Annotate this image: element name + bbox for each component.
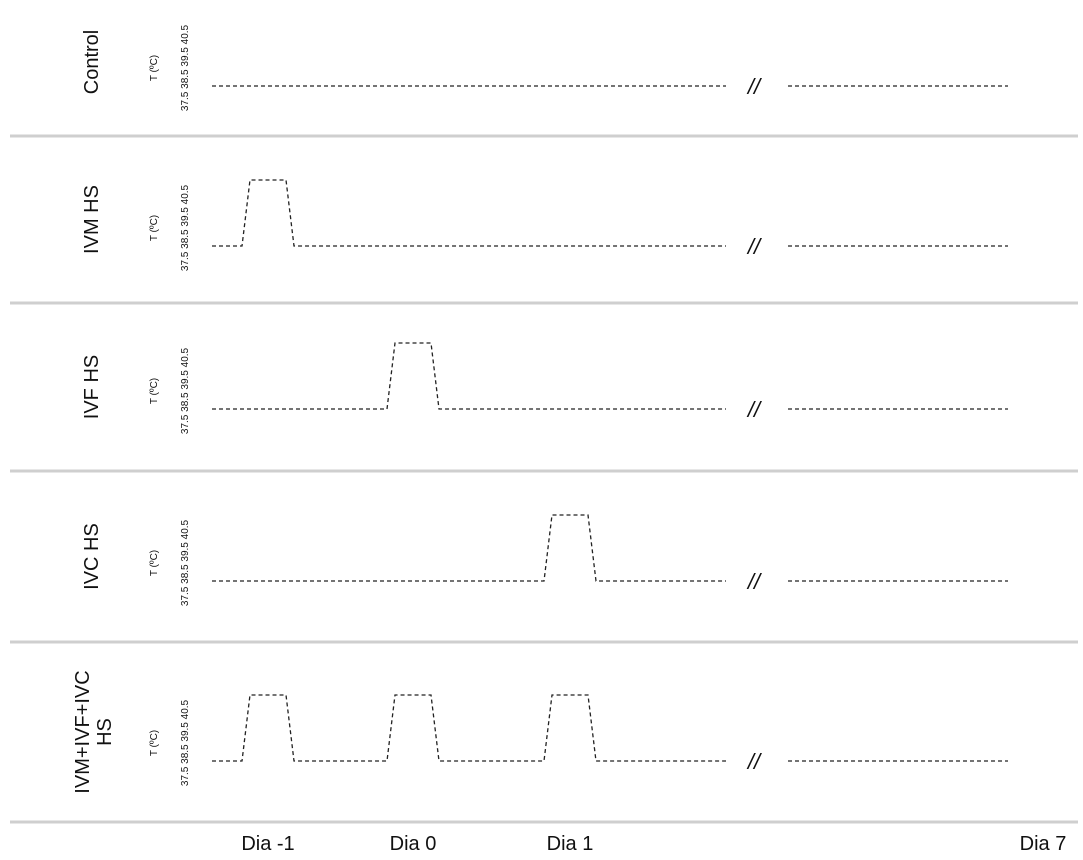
axis-break-symbol: // [746,74,762,99]
day-label: Dia 0 [390,833,437,855]
axis-ticks: 37.5 38.5 39.5 40.5 [180,347,191,434]
axis-break-symbol: // [746,397,762,422]
panel-label: IVF HS [81,355,103,419]
axis-label: T (ºC) [149,378,160,404]
axis-label: T (ºC) [149,55,160,81]
temperature-trace [212,179,726,247]
temperature-trace [212,342,726,410]
axis-label: T (ºC) [149,730,160,756]
day-label: Dia 1 [547,833,594,855]
axis-label: T (ºC) [149,215,160,241]
axis-ticks: 37.5 38.5 39.5 40.5 [180,184,191,271]
axis-label: T (ºC) [149,550,160,576]
panel-label: IVM HS [81,185,103,254]
axis-break-symbol: // [746,569,762,594]
panel-label: IVC HS [81,523,103,590]
axis-ticks: 37.5 38.5 39.5 40.5 [180,24,191,111]
panel-label: Control [81,30,103,94]
day-label: Dia -1 [241,833,294,855]
panel-label: IVM+IVF+IVCHS [72,670,116,793]
axis-ticks: 37.5 38.5 39.5 40.5 [180,699,191,786]
temperature-trace [212,694,726,762]
temperature-trace [212,514,726,582]
axis-break-symbol: // [746,749,762,774]
axis-ticks: 37.5 38.5 39.5 40.5 [180,519,191,606]
day-label: Dia 7 [1020,833,1067,855]
axis-break-symbol: // [746,234,762,259]
